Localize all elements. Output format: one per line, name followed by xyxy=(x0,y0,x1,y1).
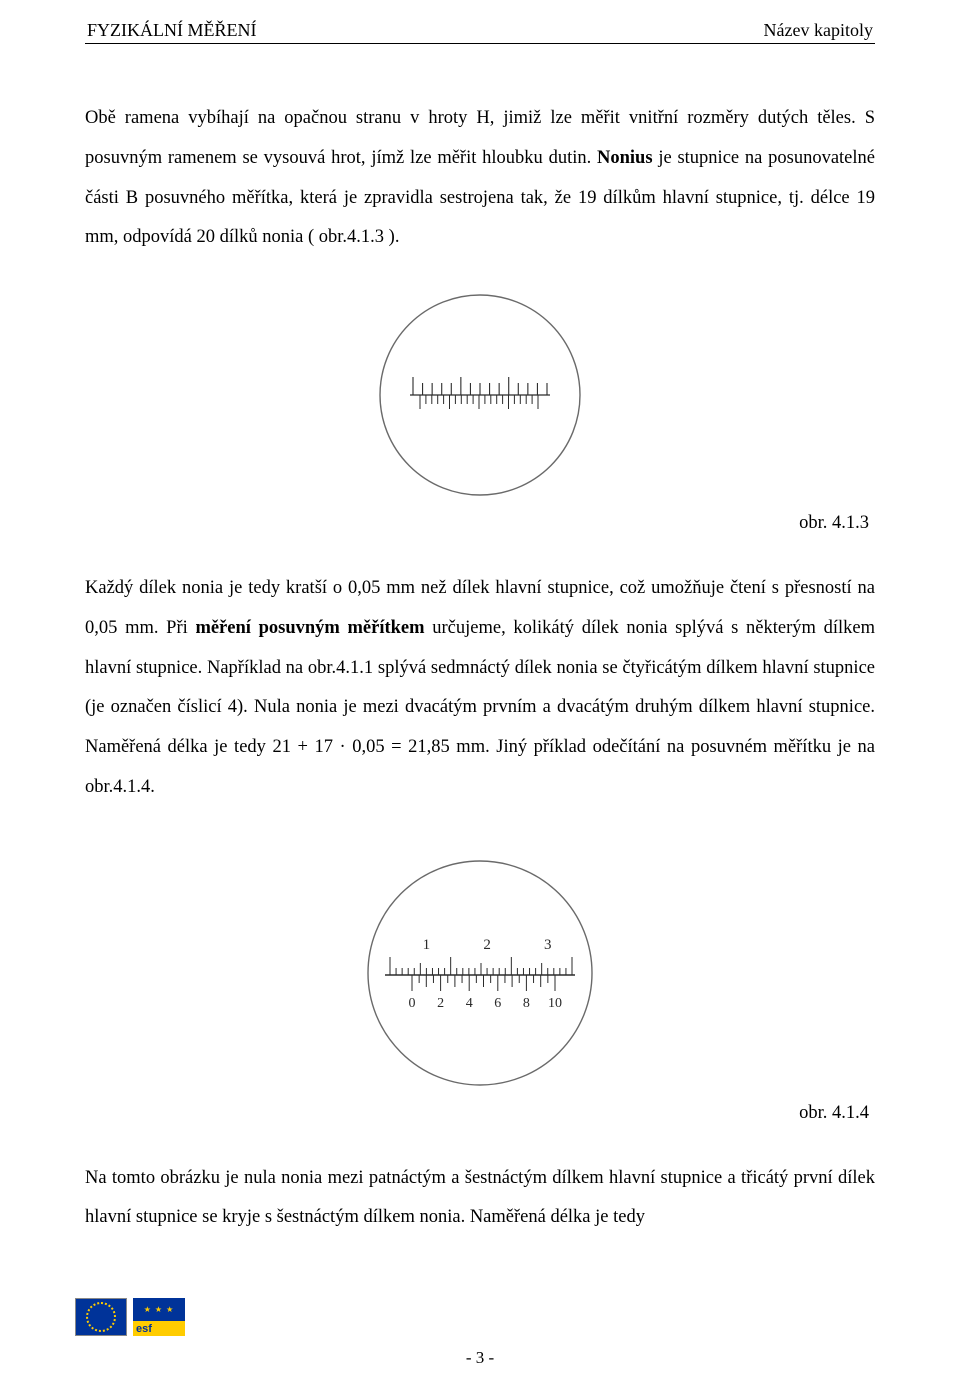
svg-text:2: 2 xyxy=(437,996,444,1011)
svg-text:4: 4 xyxy=(466,996,473,1011)
header-left: FYZIKÁLNÍ MĚŘENÍ xyxy=(87,20,256,41)
figure-1-caption: obr. 4.1.3 xyxy=(85,513,869,534)
figure-2-caption: obr. 4.1.4 xyxy=(85,1103,869,1124)
svg-text:6: 6 xyxy=(494,996,501,1011)
paragraph-1: Obě ramena vybíhají na opačnou stranu v … xyxy=(85,99,875,258)
figure-1 xyxy=(85,288,875,503)
svg-text:10: 10 xyxy=(548,996,562,1011)
paragraph-2: Každý dílek nonia je tedy kratší o 0,05 … xyxy=(85,569,875,808)
eu-flag-icon xyxy=(75,1298,127,1336)
header-rule xyxy=(85,43,875,44)
svg-text:0: 0 xyxy=(409,996,416,1011)
page-number: - 3 - xyxy=(85,1348,875,1368)
esf-label: esf xyxy=(133,1321,185,1336)
figure-2: 1 2 3 0 2 4 6 8 10 xyxy=(85,853,875,1093)
svg-text:8: 8 xyxy=(523,996,530,1011)
svg-text:2: 2 xyxy=(483,937,491,953)
svg-text:1: 1 xyxy=(423,937,431,953)
esf-flag-icon: ★ ★ ★ esf xyxy=(133,1298,185,1336)
paragraph-3: Na tomto obrázku je nula nonia mezi patn… xyxy=(85,1159,875,1239)
header-right: Název kapitoly xyxy=(764,20,873,41)
footer-logos: ★ ★ ★ esf xyxy=(75,1298,875,1336)
svg-text:3: 3 xyxy=(544,937,552,953)
